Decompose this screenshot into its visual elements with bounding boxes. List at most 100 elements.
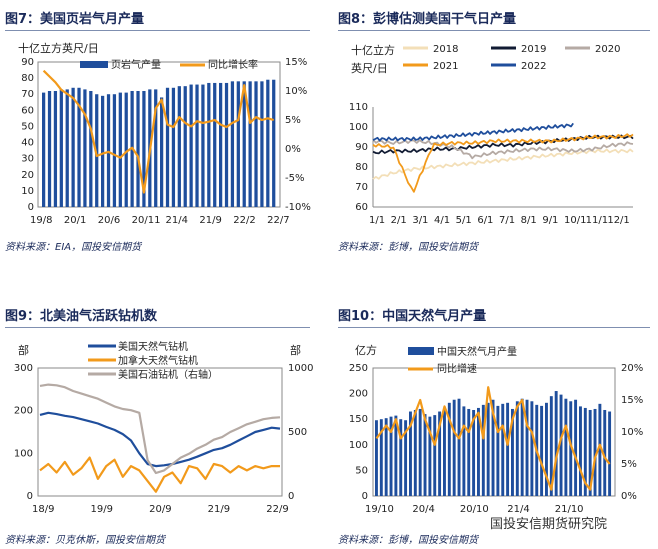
fig10-bar: [554, 391, 558, 496]
fig10-ytick: 150: [349, 414, 368, 425]
fig7-bar: [112, 94, 117, 207]
fig7-ytick: 0: [28, 202, 34, 213]
fig9-xtick: 21/9: [208, 504, 230, 515]
fig7-ytick: 40: [21, 138, 34, 149]
fig8-line: [372, 122, 574, 142]
fig10-bar: [375, 420, 378, 496]
fig10-y2tick: 5%: [621, 459, 637, 470]
fig10-ytick: 50: [355, 465, 368, 476]
fig10-bar: [462, 406, 466, 496]
fig7-legend-swatch-bar: [80, 61, 108, 68]
fig10-bar: [428, 416, 432, 496]
fig10-bar: [404, 420, 408, 496]
fig10-bar: [525, 399, 529, 496]
fig9-xtick: 19/9: [91, 504, 113, 515]
fig7-bar: [136, 91, 140, 207]
fig7-xtick: 21/9: [199, 215, 221, 226]
fig7-bar: [124, 92, 128, 207]
fig7-title: 图7：美国页岩气月产量: [5, 12, 145, 27]
fig10-y-unit: 亿方: [355, 343, 377, 357]
fig7-ytick: 10: [21, 186, 34, 197]
fig10-bar: [520, 398, 524, 496]
fig10-bar: [506, 402, 510, 496]
fig7-bar: [224, 82, 229, 207]
fig9-legend-label: 加拿大天然气钻机: [118, 354, 198, 367]
fig9-ytick: 300: [14, 363, 33, 374]
fig7-source: 资料来源：EIA，国投安信期货: [5, 242, 142, 253]
fig8-xtick: 4/1: [434, 215, 450, 226]
fig10-bar: [443, 408, 446, 496]
fig7-line-yoy: [42, 69, 275, 194]
fig9-title-rule: [5, 327, 310, 328]
fig8-legend-label: 2018: [433, 44, 458, 55]
fig7-y2tick: -10%: [285, 202, 311, 213]
fig9-title: 图9：北美油气活跃钻机数: [5, 309, 158, 324]
fig7-xtick: 22/7: [267, 215, 289, 226]
fig7-ytick: 20: [21, 170, 34, 181]
fig9-xtick: 18/9: [32, 504, 54, 515]
fig10-source: 资料来源：彭博，国投安信期货: [338, 535, 478, 546]
fig10-bar: [384, 418, 388, 496]
fig8-xtick: 3/1: [412, 215, 428, 226]
fig10-bar: [413, 409, 417, 496]
fig8-xtick: 11/1: [586, 215, 608, 226]
fig7-bar: [89, 91, 93, 207]
fig10-bar: [486, 402, 490, 496]
fig8-ytick: 110: [349, 102, 368, 113]
fig7-frame: [37, 61, 281, 208]
fig9-frame: [37, 367, 283, 497]
fig10-bar: [477, 407, 480, 496]
fig8-legend-label: 2022: [521, 61, 546, 72]
fig10-bar: [438, 411, 442, 496]
fig7-y2tick: 15%: [285, 57, 307, 68]
fig7-xtick: 22/2: [233, 215, 255, 226]
fig10-y2tick: 0%: [621, 491, 637, 502]
fig9-y2tick: 1000: [288, 363, 313, 374]
fig7-bar: [142, 91, 146, 207]
watermark: 国投安信期货研究院: [490, 517, 608, 532]
fig10-bar: [588, 409, 592, 496]
fig8-xtick: 6/1: [477, 215, 493, 226]
fig10-ytick: 100: [349, 440, 368, 451]
fig7-bar: [59, 89, 63, 207]
fig7-bar: [71, 87, 75, 207]
fig10-bar: [491, 399, 495, 496]
fig7-bar: [183, 86, 187, 207]
fig7-bar: [248, 81, 252, 207]
fig8-line: [372, 134, 634, 155]
fig10-bar: [467, 408, 471, 496]
fig9-ytick: 100: [14, 448, 33, 459]
fig8-ytick: 100: [349, 122, 368, 133]
fig8-xtick: 8/1: [521, 215, 537, 226]
fig10-bar: [549, 396, 553, 496]
fig9-legend-label: 美国石油钻机（右轴）: [118, 368, 218, 381]
fig10-bar: [457, 398, 461, 496]
fig8-ytick: 90: [355, 142, 368, 153]
fig8-legend-label: 2020: [595, 44, 620, 55]
fig9-y2-unit: 部: [290, 343, 301, 357]
fig7-bar: [106, 94, 111, 207]
fig10-bar: [481, 404, 485, 496]
fig9-xtick: 22/9: [266, 504, 288, 515]
fig7-legend-label-bar: 页岩气产量: [111, 58, 161, 71]
fig10-bar: [540, 405, 544, 496]
fig10-bar: [583, 407, 587, 496]
fig7-bar: [65, 89, 69, 207]
fig10-bar: [574, 399, 578, 496]
fig9-y-unit: 部: [18, 343, 29, 357]
fig10-line-yoy: [375, 386, 611, 491]
fig10-bar: [418, 408, 422, 496]
fig10-title-rule: [338, 327, 650, 328]
fig8-ytick: 70: [355, 182, 368, 193]
fig7-ytick: 70: [21, 89, 34, 100]
fig10-bar: [530, 401, 534, 496]
fig8-ytick: 60: [355, 202, 368, 213]
fig10-y2tick: 10%: [621, 427, 643, 438]
fig8-xtick: 9/1: [542, 215, 558, 226]
fig9-line: [39, 383, 281, 475]
fig7-ytick: 80: [21, 73, 34, 84]
fig7-bar: [272, 79, 276, 207]
fig7-bar: [207, 82, 211, 207]
fig7-title-rule: [5, 30, 310, 31]
fig10-bar: [447, 402, 451, 496]
